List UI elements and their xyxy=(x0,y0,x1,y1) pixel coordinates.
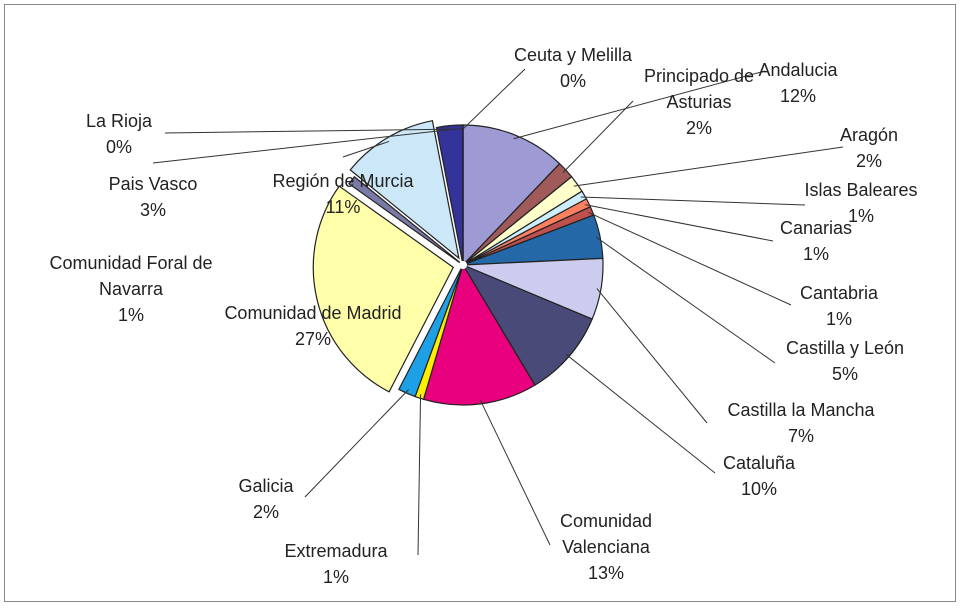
slice-label: La Rioja 0% xyxy=(59,108,179,160)
slice-label: Comunidad de Madrid 27% xyxy=(203,300,423,352)
leader-line xyxy=(573,146,844,187)
slice-percent: 3% xyxy=(139,200,166,220)
pie-slice xyxy=(348,175,464,266)
pie-canvas xyxy=(152,68,844,556)
slice-name: Región de Murcia xyxy=(272,171,414,191)
pie-slice xyxy=(312,185,455,393)
slice-percent: 1% xyxy=(322,567,349,587)
leader-line xyxy=(342,140,390,158)
slice-percent: 2% xyxy=(855,151,882,171)
slice-percent: 0% xyxy=(559,71,586,91)
slice-label: Castilla la Mancha 7% xyxy=(711,397,891,449)
slice-percent: 1% xyxy=(117,305,144,325)
slice-name: Cataluña xyxy=(722,453,796,473)
slice-label: Islas Baleares 1% xyxy=(786,177,936,229)
slice-name: Pais Vasco xyxy=(108,174,198,194)
slice-name: Castilla y León xyxy=(785,338,905,358)
leader-line xyxy=(304,389,409,498)
leader-line xyxy=(588,212,792,306)
leader-line xyxy=(562,100,634,174)
slice-percent: 5% xyxy=(831,364,858,384)
leader-line xyxy=(595,236,776,364)
slice-percent: 7% xyxy=(787,426,814,446)
slice-percent: 27% xyxy=(294,329,332,349)
slice-label: Extremadura 1% xyxy=(266,538,406,590)
slice-label: Galicia 2% xyxy=(221,473,311,525)
slice-label: Aragón 2% xyxy=(824,122,914,174)
slice-label: Principado de Asturias 2% xyxy=(629,63,769,141)
slice-percent: 13% xyxy=(587,563,625,583)
slice-label: Comunidad Foral de Navarra 1% xyxy=(21,250,241,328)
slice-name: La Rioja xyxy=(85,111,153,131)
slice-percent: 1% xyxy=(847,206,874,226)
slice-name: Comunidad Valenciana xyxy=(559,511,653,557)
slice-percent: 12% xyxy=(779,86,817,106)
chart: Andalucia 12% Principado de Asturias 2% Arag… xyxy=(4,4,956,602)
slice-name: Galicia xyxy=(238,476,294,496)
slice-label: Comunidad Valenciana 13% xyxy=(541,508,671,586)
slice-label: Pais Vasco 3% xyxy=(93,171,213,223)
slice-name: Cantabria xyxy=(799,283,879,303)
slice-label: Andalucia 12% xyxy=(738,57,858,109)
slice-label: Cataluña 10% xyxy=(704,450,814,502)
slice-percent: 2% xyxy=(685,118,712,138)
slice-label: Región de Murcia 11% xyxy=(258,168,428,220)
leader-line xyxy=(152,129,451,164)
slice-label: Cantabria 1% xyxy=(784,280,894,332)
leader-line xyxy=(164,128,464,134)
slice-percent: 10% xyxy=(740,479,778,499)
slice-percent: 11% xyxy=(325,197,361,217)
pie-center xyxy=(459,261,467,269)
slice-name: Comunidad Foral de Navarra xyxy=(49,253,213,299)
slice-name: Andalucia xyxy=(758,60,838,80)
pie-slice xyxy=(349,119,460,260)
leader-line xyxy=(584,204,774,242)
pie-slice xyxy=(462,124,561,267)
leader-line xyxy=(580,196,806,206)
leader-line xyxy=(513,70,766,140)
leader-line xyxy=(479,399,551,546)
slice-name: Aragón xyxy=(839,125,899,145)
leader-line xyxy=(462,68,526,130)
leader-line xyxy=(565,353,716,474)
slice-name: Extremadura xyxy=(284,541,388,561)
slice-label: Castilla y León 5% xyxy=(770,335,920,387)
pie-slice xyxy=(398,264,464,398)
slice-percent: 0% xyxy=(105,137,132,157)
pie-slice xyxy=(422,263,536,406)
leader-line xyxy=(596,288,708,424)
slice-name: Islas Baleares xyxy=(804,180,918,200)
leader-line xyxy=(417,394,422,556)
slice-name: Canarias xyxy=(779,218,853,238)
slice-percent: 1% xyxy=(802,244,829,264)
slice-label: Ceuta y Melilla 0% xyxy=(503,42,643,94)
slice-name: Castilla la Mancha xyxy=(727,400,875,420)
slice-name: Principado de Asturias xyxy=(643,66,755,112)
slice-percent: 1% xyxy=(825,309,852,329)
slice-name: Ceuta y Melilla xyxy=(513,45,633,65)
slice-name: Comunidad de Madrid xyxy=(224,303,402,323)
slice-label: Canarias 1% xyxy=(761,215,871,267)
slice-percent: 2% xyxy=(252,502,279,522)
